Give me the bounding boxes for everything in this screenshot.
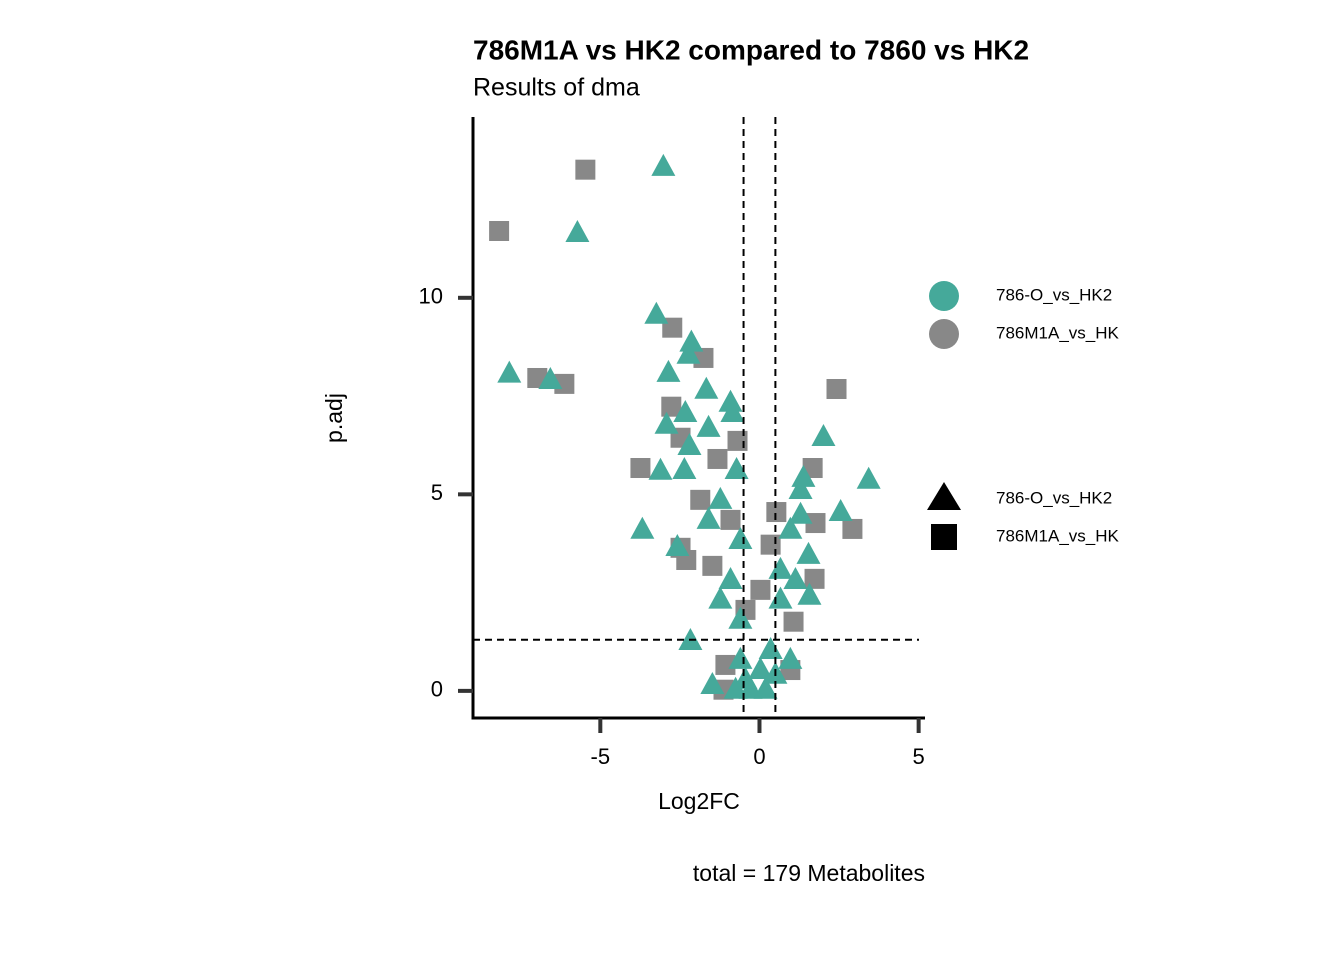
point — [723, 676, 748, 699]
chart-subtitle: Results of dma — [473, 74, 640, 102]
point — [720, 399, 745, 422]
point — [718, 567, 743, 590]
point — [694, 376, 719, 399]
point — [702, 555, 723, 576]
point — [783, 567, 808, 590]
point — [750, 579, 771, 600]
point — [791, 464, 816, 487]
point — [676, 341, 701, 364]
point — [768, 586, 793, 609]
point — [727, 430, 748, 451]
point — [728, 526, 753, 549]
point — [673, 399, 698, 422]
point — [651, 153, 676, 176]
point — [718, 389, 743, 412]
caption: total = 179 Metabolites — [693, 860, 925, 886]
chart-title: 786M1A vs HK2 compared to 7860 vs HK2 — [473, 34, 1029, 65]
legend-label: 786M1A_vs_HK — [996, 323, 1120, 342]
point — [788, 477, 813, 500]
point — [665, 534, 690, 557]
point — [768, 556, 793, 579]
point — [497, 360, 522, 383]
point — [575, 159, 596, 180]
point — [811, 423, 836, 446]
point — [538, 366, 563, 389]
legend-label: 786-O_vs_HK2 — [996, 285, 1112, 304]
point — [661, 396, 682, 417]
y-tick-label: 5 — [431, 480, 443, 505]
y-tick-label: 0 — [431, 677, 443, 702]
point — [828, 499, 853, 522]
legend-marker — [931, 524, 957, 550]
point — [760, 534, 781, 555]
point — [766, 502, 787, 523]
point — [700, 671, 725, 694]
x-tick-label: 5 — [913, 744, 925, 769]
point — [788, 501, 813, 524]
x-tick-label: -5 — [591, 744, 611, 769]
point — [630, 458, 651, 479]
point — [690, 489, 711, 510]
point — [783, 611, 804, 632]
point — [720, 509, 741, 530]
point — [778, 646, 803, 669]
point — [804, 568, 825, 589]
point — [724, 456, 749, 479]
point — [715, 654, 736, 675]
point — [679, 329, 704, 352]
point — [696, 414, 721, 437]
point — [842, 518, 863, 539]
point — [796, 541, 821, 564]
legend-label: 786-O_vs_HK2 — [996, 488, 1112, 507]
point — [630, 516, 655, 539]
x-axis-label: Log2FC — [658, 788, 740, 814]
point — [708, 586, 733, 609]
legend-label: 786M1A_vs_HK — [996, 526, 1120, 545]
point — [748, 657, 773, 680]
legend-marker — [929, 281, 959, 311]
point — [489, 220, 510, 241]
point — [826, 379, 847, 400]
point — [758, 636, 783, 659]
point — [644, 301, 669, 324]
y-axis-label: p.adj — [321, 393, 347, 443]
point — [565, 219, 590, 242]
legend-marker — [927, 482, 961, 510]
point — [856, 466, 881, 489]
point — [696, 506, 721, 529]
point — [677, 432, 702, 455]
x-tick-label: 0 — [753, 744, 765, 769]
point — [753, 676, 778, 699]
point — [728, 646, 753, 669]
point — [654, 411, 679, 434]
point — [672, 456, 697, 479]
y-tick-label: 10 — [419, 284, 443, 309]
point — [733, 666, 758, 689]
point — [708, 486, 733, 509]
point — [797, 582, 822, 605]
legend-marker — [929, 319, 959, 349]
point — [656, 359, 681, 382]
point — [805, 513, 826, 534]
point — [707, 448, 728, 469]
point — [648, 457, 673, 480]
point — [778, 516, 803, 539]
point — [728, 606, 753, 629]
